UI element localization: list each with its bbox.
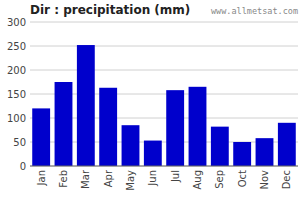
bar (189, 87, 207, 166)
x-axis-line (30, 166, 298, 167)
bar (256, 138, 274, 166)
x-tick-label: Apr (103, 169, 114, 187)
y-tick-label: 200 (7, 65, 26, 76)
grid-line (30, 46, 298, 47)
bar (144, 141, 162, 166)
y-tick-label: 0 (20, 161, 26, 172)
bar (77, 45, 95, 166)
x-tick-label: Mar (80, 169, 91, 189)
y-tick-label: 250 (7, 41, 26, 52)
x-tick-label: Feb (58, 170, 69, 188)
grid-line (30, 166, 298, 167)
chart-container: 0 50 100 150 200 250 300 Jan Feb Mar Apr May Jun Jul A… (0, 0, 306, 200)
chart: 0 50 100 150 200 250 300 Jan Feb Mar Apr May Jun Jul A… (0, 0, 306, 200)
grid-line (30, 70, 298, 71)
x-tick-label: Aug (192, 170, 203, 190)
watermark: www.allmetsat.com (211, 6, 298, 16)
bar (55, 82, 73, 166)
grid (30, 22, 298, 166)
title: Dir : precipitation (mm) (30, 3, 190, 17)
x-tick-label: Jul (170, 170, 181, 183)
x-tick-label: Jun (147, 170, 158, 187)
y-tick-label: 300 (7, 17, 26, 28)
x-tick-label: May (125, 170, 136, 191)
x-tick-label: Jan (36, 170, 47, 186)
x-tick-label: Dec (281, 170, 292, 189)
bar (99, 88, 117, 166)
grid-line (30, 22, 298, 23)
x-tick-label: Sep (214, 170, 225, 189)
bar (122, 125, 140, 166)
x-tick-label: Oct (237, 170, 248, 187)
bar (233, 142, 251, 166)
bars (32, 45, 296, 166)
y-tick-label: 50 (13, 137, 26, 148)
bar (278, 123, 296, 166)
y-tick-label: 100 (7, 113, 26, 124)
x-tick-label: Nov (259, 170, 270, 190)
y-tick-label: 150 (7, 89, 26, 100)
bar (166, 90, 184, 166)
bar (211, 127, 229, 166)
bar (32, 108, 50, 166)
